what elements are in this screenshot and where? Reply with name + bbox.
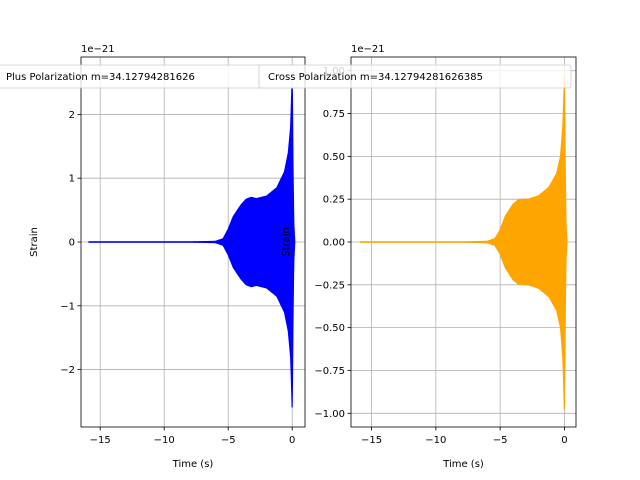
x-tick-label: −5 — [493, 435, 508, 446]
y-tick-label: 2 — [69, 110, 75, 121]
y-tick-label: −0.75 — [314, 366, 345, 377]
x-ticks: −15 −10 −5 0 — [90, 427, 295, 446]
x-tick-label: −15 — [90, 435, 111, 446]
x-tick-label: 0 — [561, 435, 567, 446]
y-tick-label: 0.75 — [323, 109, 345, 120]
legend-box — [258, 64, 572, 89]
y-tick-label: 1 — [69, 174, 75, 185]
y-offset-text: 1e−21 — [351, 44, 385, 55]
y-tick-label: 0 — [69, 238, 75, 249]
x-axis-label: Time (s) — [442, 459, 484, 470]
y-tick-label: 0.00 — [323, 238, 345, 249]
cross-polarization-data — [359, 74, 568, 410]
x-tick-label: −10 — [425, 435, 446, 446]
y-tick-label: 0.50 — [323, 152, 345, 163]
cross-polarization-panel: −15 −10 −5 0 −1.00 −0.75 −0.50 −0.25 0.00 0.25 0.… — [281, 44, 577, 470]
x-axis-label: Time (s) — [172, 459, 214, 470]
y-axis-label: Strain — [281, 227, 292, 257]
plus-polarization-data — [88, 76, 296, 408]
y-tick-label: −1 — [60, 301, 75, 312]
y-tick-label: −2 — [60, 365, 75, 376]
x-tick-label: −10 — [154, 435, 175, 446]
x-tick-label: −15 — [361, 435, 382, 446]
y-tick-label: −0.50 — [314, 323, 345, 334]
cross-polarization-legend: Cross Polarization m=34.12794281626385 — [258, 64, 572, 89]
legend-label: Plus Polarization m=34.12794281626 — [6, 72, 195, 83]
x-tick-label: −5 — [221, 435, 236, 446]
x-ticks: −15 −10 −5 0 — [361, 427, 568, 446]
y-tick-label: −0.25 — [314, 280, 345, 291]
legend-label: Cross Polarization m=34.12794281626385 — [268, 72, 483, 83]
plus-polarization-legend: Plus Polarization m=34.12794281626 — [0, 64, 298, 89]
y-ticks: −2 −1 0 1 2 — [60, 110, 81, 376]
y-axis-label: Strain — [29, 227, 40, 257]
y-tick-label: 0.25 — [323, 195, 345, 206]
y-tick-label: −1.00 — [314, 409, 345, 420]
y-offset-text: 1e−21 — [81, 44, 115, 55]
x-tick-label: 0 — [289, 435, 295, 446]
